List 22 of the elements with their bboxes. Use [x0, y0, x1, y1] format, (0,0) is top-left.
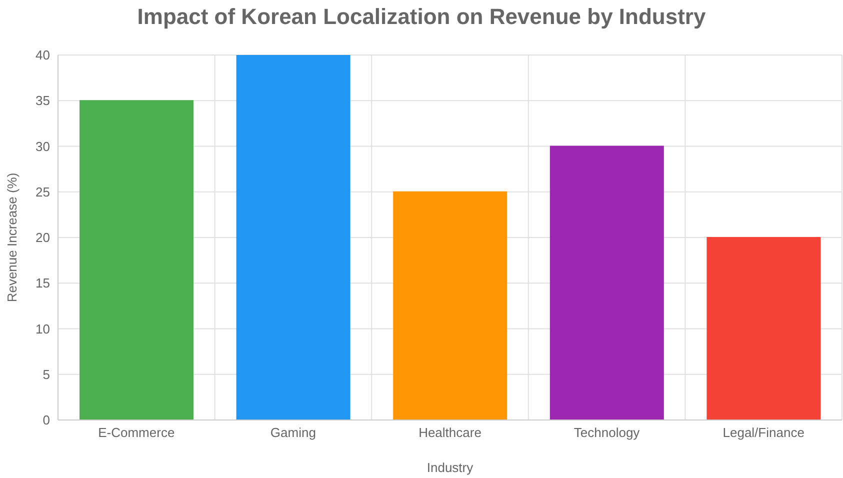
y-tick-label: 10	[36, 321, 50, 336]
x-axis-title: Industry	[426, 460, 474, 475]
y-tick-label: 0	[42, 412, 50, 428]
y-tick-label: 20	[36, 230, 50, 246]
y-axis-title: Revenue Increase (%)	[4, 172, 20, 302]
bar	[80, 100, 194, 420]
y-tick-label: 35	[36, 93, 50, 108]
bar	[393, 191, 508, 420]
bar	[706, 237, 821, 420]
bar	[236, 55, 350, 420]
x-tick-label: Healthcare	[418, 425, 482, 440]
x-tick-label: Technology	[574, 425, 640, 440]
chart-title: Impact of Korean Localization on Revenue by Industry	[136, 4, 707, 30]
y-tick-label: 25	[36, 184, 50, 200]
x-tick-label: Gaming	[270, 425, 316, 440]
y-tick-label: 15	[36, 276, 50, 291]
y-tick-label: 40	[36, 48, 50, 63]
x-tick-label: Legal/Finance	[722, 425, 804, 440]
y-tick-label: 30	[36, 138, 50, 154]
x-tick-label: E-Commerce	[98, 425, 175, 440]
bar	[550, 146, 664, 420]
y-tick-label: 5	[42, 366, 50, 382]
